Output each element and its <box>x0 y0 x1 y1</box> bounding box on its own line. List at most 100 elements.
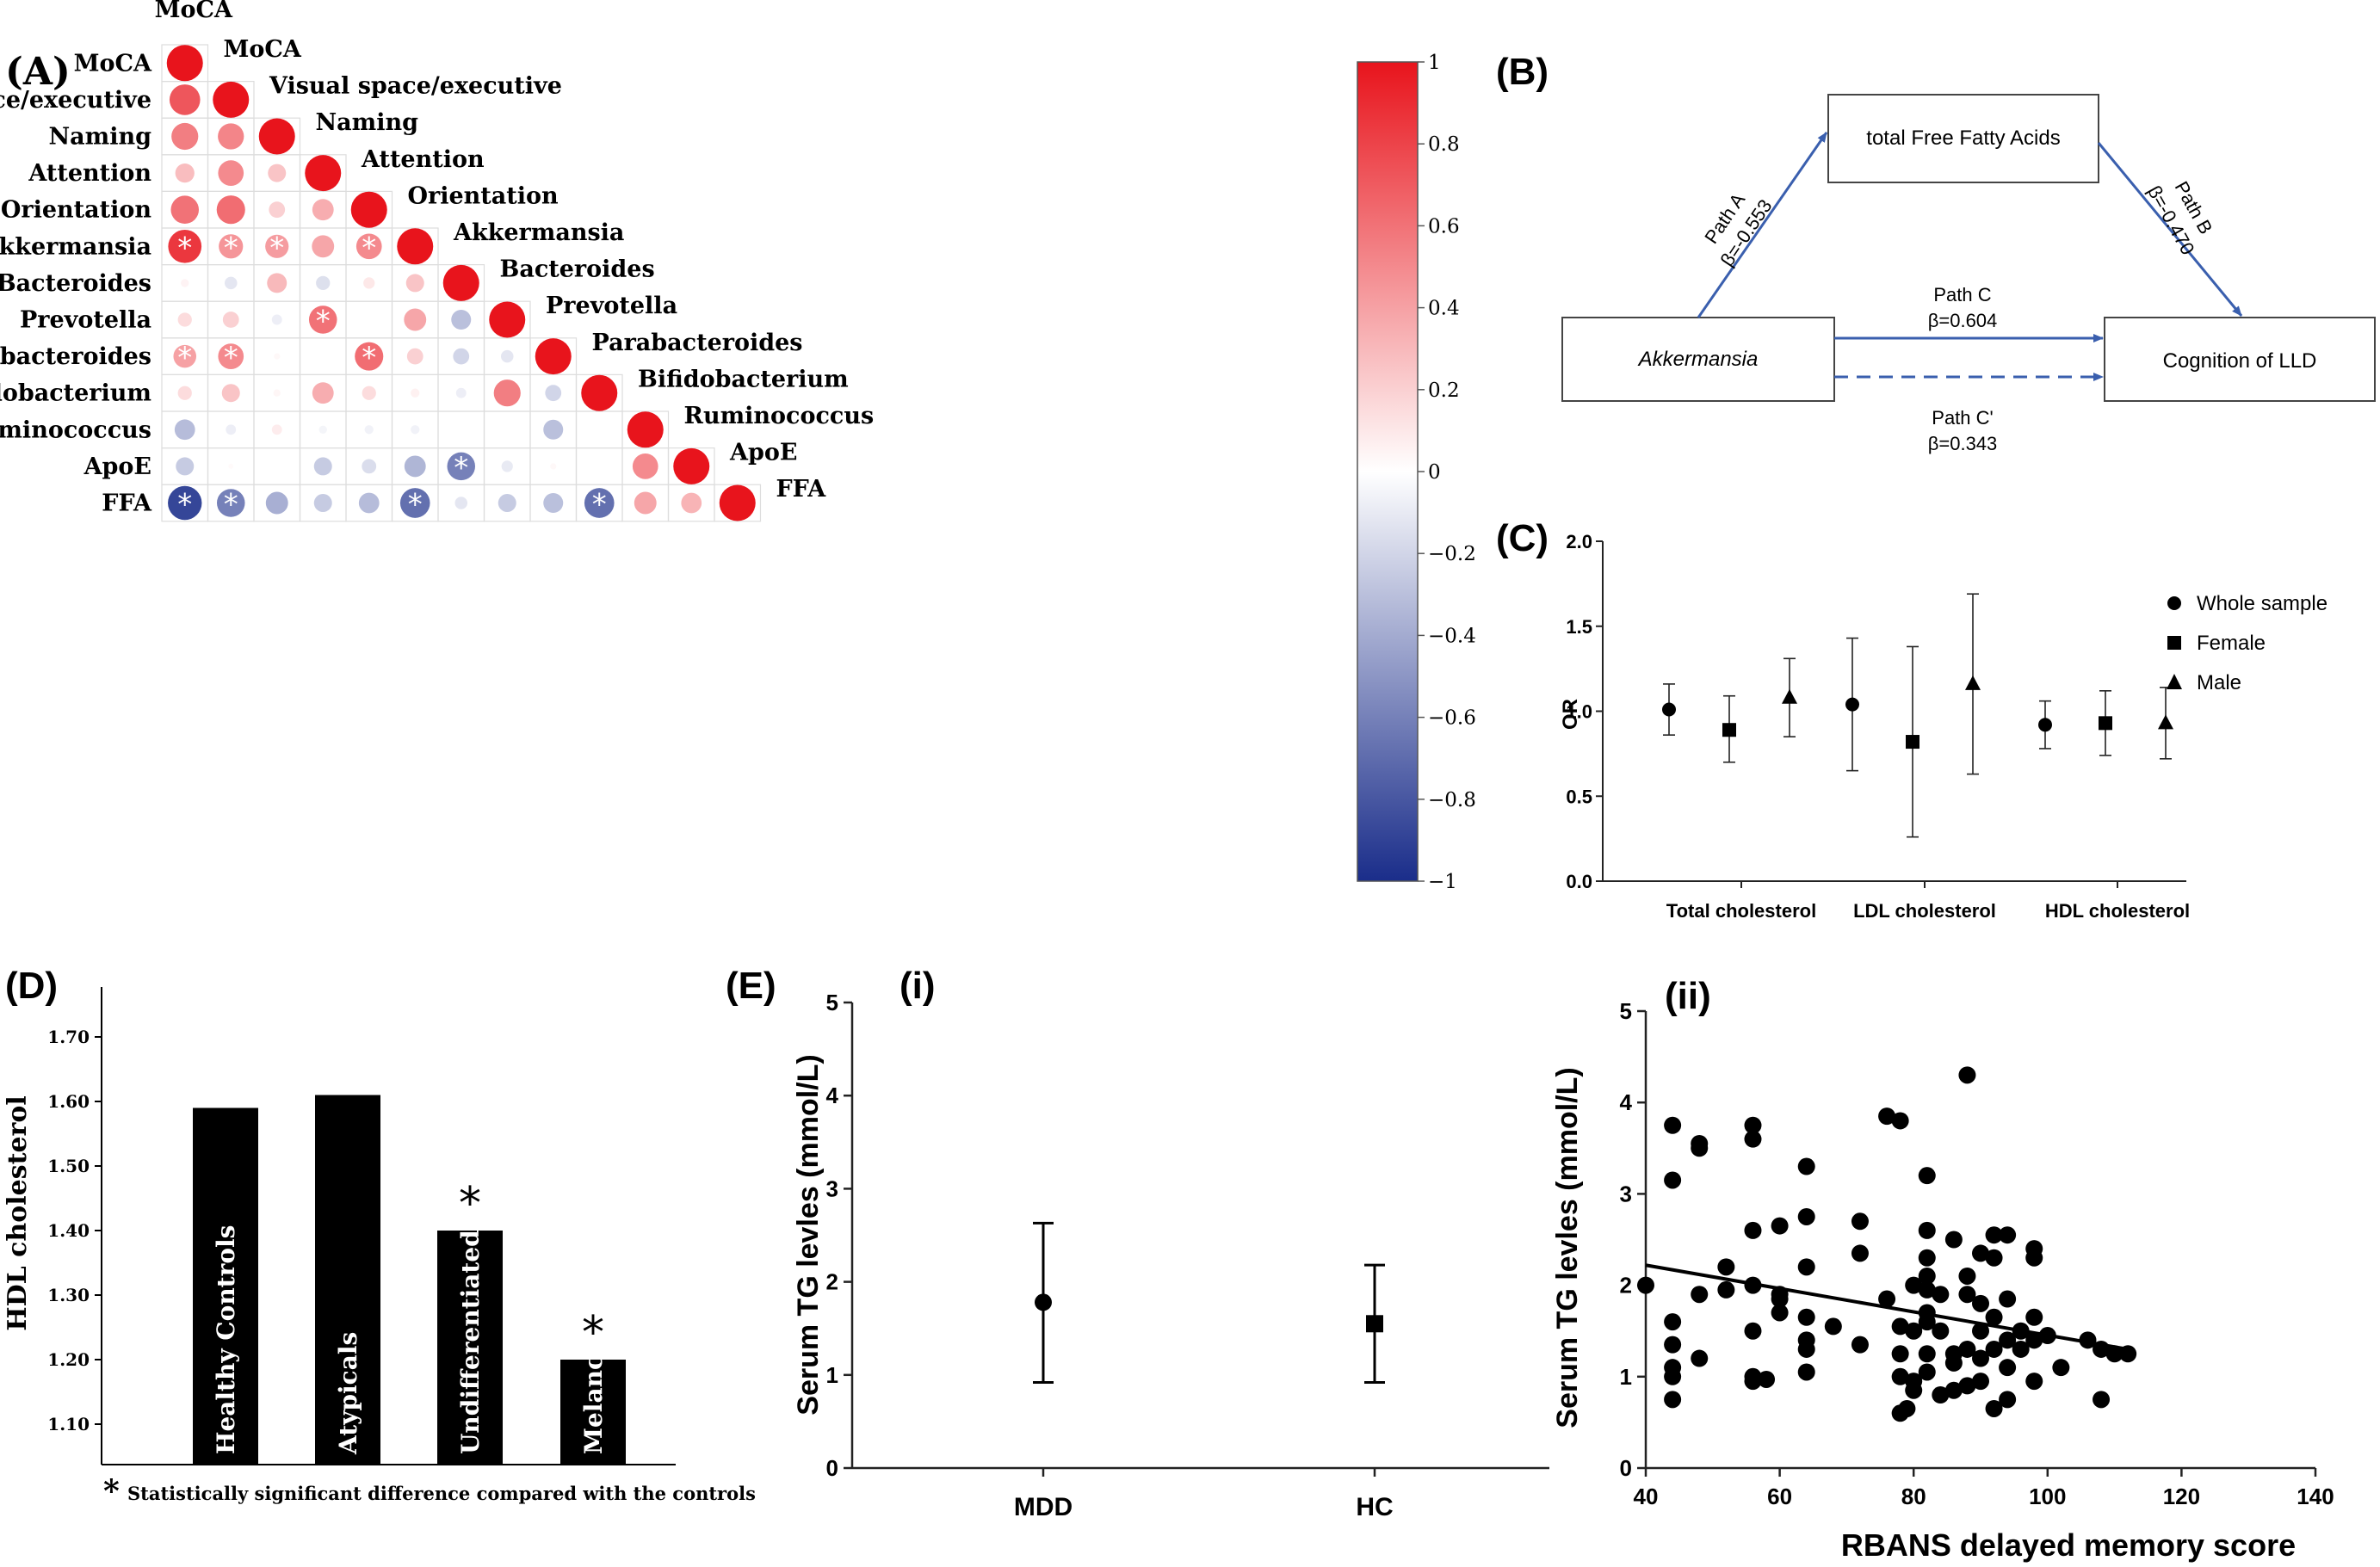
eii-x-tick-label: 80 <box>1901 1484 1926 1509</box>
corr-circle <box>313 494 332 512</box>
row-label: Visual space/executive <box>0 87 151 114</box>
row-label: Parabacteroides <box>0 343 151 370</box>
eii-y-tick-label: 0 <box>1620 1455 1632 1481</box>
corr-circle <box>267 273 287 293</box>
eii-data-point <box>1691 1139 1709 1157</box>
significance-star: * <box>362 341 376 375</box>
corr-circle <box>216 489 245 517</box>
eii-data-point <box>1797 1258 1815 1276</box>
c-point-square <box>1906 735 1919 750</box>
corr-circle <box>673 447 710 484</box>
corr-circle <box>170 195 200 224</box>
corr-circle <box>218 160 244 186</box>
eii-data-point <box>1972 1373 1989 1391</box>
significance-star: * <box>177 231 192 265</box>
c-point-circle <box>1845 697 1859 712</box>
corr-circle <box>219 234 244 259</box>
corr-circle <box>181 279 189 287</box>
eii-data-point <box>2052 1359 2070 1377</box>
eii-data-point <box>1898 1399 1916 1417</box>
eii-data-point <box>2025 1308 2043 1326</box>
panel-b-label: (B) <box>1496 51 1549 93</box>
d-y-tick-label: 1.10 <box>47 1414 90 1434</box>
row-label: Ruminococcus <box>0 416 151 443</box>
c-x-tick-label: LDL cholesterol <box>1853 900 1996 922</box>
colorbar-tick-label: 0.4 <box>1428 298 1460 320</box>
d-y-tick-label: 1.70 <box>47 1027 90 1047</box>
d-bar-label: Atypicals <box>334 1332 362 1455</box>
panel-e: (E) (i) (ii) 0 1 2 3 4 5 MDD HC Serum TG levles… <box>726 965 2334 1563</box>
eii-data-point <box>1771 1290 1789 1308</box>
eii-data-point <box>1891 1345 1909 1363</box>
d-footnote-marker: * <box>103 1473 120 1509</box>
corr-circle <box>501 460 513 472</box>
corr-circle <box>224 276 238 290</box>
eii-data-point <box>1958 1066 1976 1084</box>
d-bar-label: Undifferentiated <box>456 1230 485 1454</box>
corr-circle <box>362 386 376 400</box>
corr-circle <box>213 81 250 118</box>
corr-circle <box>358 492 380 514</box>
eii-data-point <box>1878 1290 1896 1308</box>
corr-circle <box>271 424 282 435</box>
eii-data-point <box>1744 1130 1762 1148</box>
significance-star: * <box>592 488 607 522</box>
diagonal-label: Visual space/executive <box>269 73 562 100</box>
eii-data-point <box>1797 1157 1815 1175</box>
corr-circle <box>411 425 420 435</box>
eii-data-point <box>1985 1249 2003 1267</box>
eii-data-point <box>1797 1340 1815 1358</box>
corr-circle <box>550 463 557 470</box>
eii-data-point <box>1918 1345 1936 1363</box>
eii-data-point <box>1944 1354 1963 1372</box>
colorbar-tick-label: −0.4 <box>1428 625 1476 647</box>
significance-star: * <box>224 341 238 375</box>
eii-data-point <box>1932 1286 1950 1304</box>
corr-circle <box>406 348 423 365</box>
corr-circle <box>632 453 658 479</box>
d-bar-label: Healthy Controls <box>212 1225 240 1454</box>
eii-fit-line <box>1645 1263 2129 1351</box>
corr-circle <box>218 343 244 369</box>
significance-star: * <box>408 488 423 522</box>
eii-data-point <box>1958 1286 1976 1304</box>
corr-circle <box>362 459 377 474</box>
corr-circle <box>226 424 237 435</box>
eii-data-point <box>1918 1267 1936 1285</box>
d-y-axis-label: HDL cholesterol <box>3 1095 33 1331</box>
eii-data-point <box>1999 1391 2017 1409</box>
corr-cell <box>714 484 762 522</box>
row-label: ApoE <box>83 453 151 480</box>
eii-data-point <box>1744 1373 1762 1391</box>
legend-label: Male <box>2197 671 2241 694</box>
eii-data-point <box>1972 1244 1989 1262</box>
eii-data-point <box>1797 1308 1815 1326</box>
mediator-label: total Free Fatty Acids <box>1866 126 2060 150</box>
corr-circle <box>719 484 756 521</box>
eii-data-point <box>1972 1349 1989 1367</box>
eii-data-point <box>1985 1340 2003 1358</box>
eii-data-point <box>1664 1391 1682 1409</box>
eii-data-point <box>1851 1212 1869 1231</box>
eii-data-point <box>1972 1322 1989 1340</box>
eii-y-tick-label: 1 <box>1620 1364 1632 1390</box>
corr-circle <box>543 419 564 440</box>
eii-data-point <box>1918 1280 1936 1299</box>
eii-data-point <box>1999 1359 2017 1377</box>
corr-cell <box>437 410 485 449</box>
colorbar-tick-label: 1 <box>1428 52 1441 74</box>
ei-y-tick-label: 2 <box>826 1269 838 1295</box>
eii-data-point <box>1744 1221 1762 1239</box>
eii-data-point <box>1851 1244 1869 1262</box>
path-a-arrow <box>1697 132 1828 318</box>
corr-circle <box>545 385 562 402</box>
ei-y-tick-label: 5 <box>826 990 838 1015</box>
corr-circle <box>364 425 374 435</box>
eii-data-point <box>1744 1322 1762 1340</box>
d-y-tick-label: 1.50 <box>47 1156 90 1176</box>
corr-circle <box>168 485 202 521</box>
diagonal-label: Prevotella <box>546 293 677 319</box>
corr-circle <box>312 199 334 221</box>
colorbar-tick-label: 0 <box>1428 461 1441 484</box>
ei-y-tick-label: 0 <box>826 1455 838 1481</box>
